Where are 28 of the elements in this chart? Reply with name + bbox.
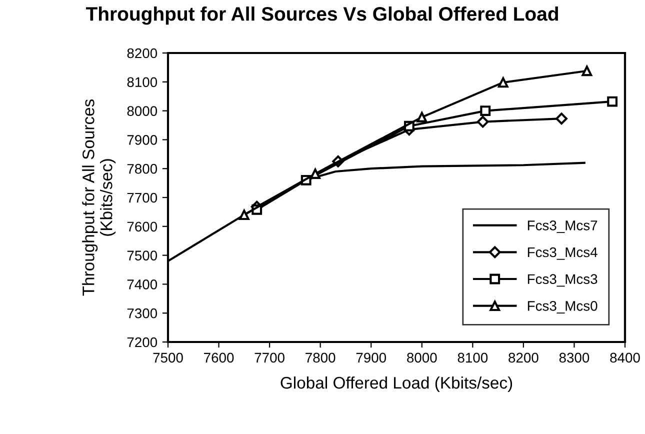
x-tick-label: 8000: [407, 352, 437, 363]
legend-label: Fcs3_Mcs3: [528, 274, 598, 287]
x-tick-label: 7900: [356, 352, 386, 363]
y-tick-label: 8000: [127, 106, 158, 116]
y-tick-label: 7300: [127, 308, 158, 318]
y-tick-label: 7200: [127, 337, 158, 348]
x-tick-label: 8100: [458, 352, 488, 363]
x-tick-label: 7700: [254, 352, 284, 363]
legend-label: Fcs3_Mcs4: [528, 247, 598, 260]
y-tick-label: 7800: [127, 164, 158, 174]
y-tick-label: 8200: [127, 48, 158, 58]
x-tick-label: 7800: [306, 352, 336, 363]
legend-label: Fcs3_Mcs7: [528, 220, 598, 233]
y-tick-label: 7600: [127, 222, 158, 232]
y-tick-label: 7500: [127, 250, 158, 260]
chart-title: Throughput for All Sources Vs Global Offered Load: [86, 6, 558, 25]
legend-label: Fcs3_Mcs0: [528, 301, 598, 314]
x-tick-label: 7600: [204, 352, 234, 363]
x-tick-label: 8400: [610, 352, 640, 363]
y-tick-label: 7900: [127, 135, 158, 145]
y-axis-title: Throughput for All Sources (Kbits/sec): [82, 99, 116, 296]
x-tick-label: 8200: [508, 352, 538, 363]
y-tick-label: 7700: [127, 192, 158, 203]
x-axis-title: Global Offered Load (Kbits/sec): [280, 376, 512, 392]
y-tick-label: 8100: [127, 77, 158, 88]
y-tick-label: 7400: [127, 280, 158, 290]
x-tick-label: 8300: [559, 352, 590, 363]
x-tick-label: 7500: [153, 352, 183, 363]
